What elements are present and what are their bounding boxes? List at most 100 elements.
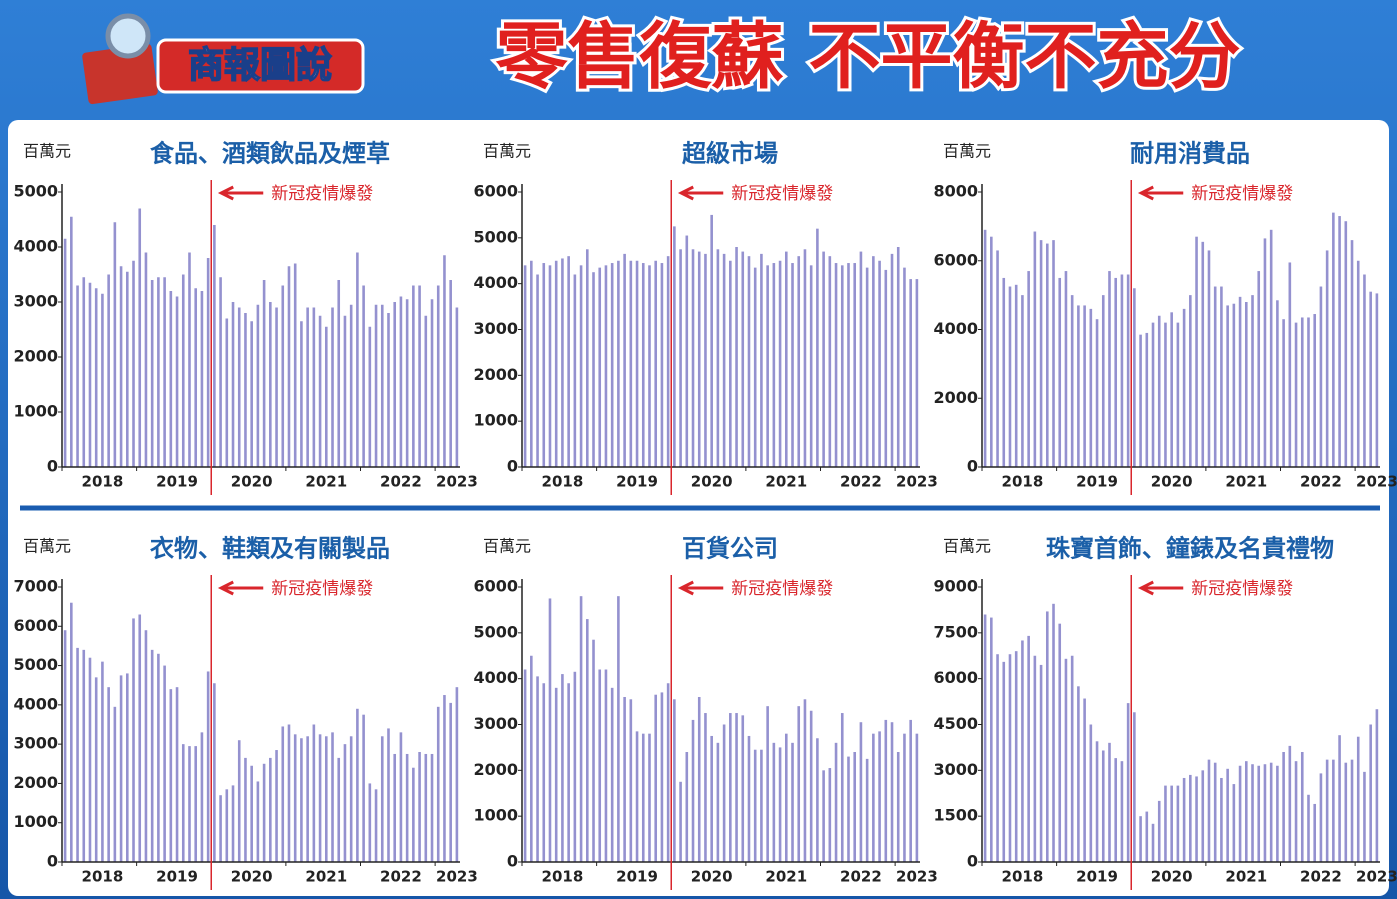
bar	[163, 665, 166, 862]
bar	[63, 238, 67, 467]
bar	[598, 669, 602, 862]
bar	[704, 713, 707, 862]
bar	[449, 280, 452, 467]
bar	[331, 732, 334, 862]
bar	[436, 285, 440, 467]
bar	[194, 746, 198, 862]
bar	[1002, 661, 1006, 862]
bar	[1294, 761, 1298, 862]
bar	[679, 249, 682, 467]
bar	[225, 789, 229, 862]
x-tick-label: 2023	[896, 868, 938, 886]
bar	[1319, 286, 1323, 467]
x-tick-label: 2018	[82, 473, 124, 491]
y-tick-label: 2000	[473, 365, 518, 384]
bar	[188, 252, 191, 467]
y-tick-label: 6000	[933, 250, 978, 269]
bar	[269, 757, 272, 862]
annotation: 新冠疫情爆發	[731, 184, 833, 204]
bar	[424, 753, 428, 862]
page-title: 零售復蘇 不平衡不充分	[495, 15, 1240, 99]
bar	[1045, 243, 1049, 467]
bar	[250, 765, 253, 862]
bar	[1176, 322, 1180, 467]
bar	[157, 277, 160, 467]
bar	[872, 733, 875, 862]
bar	[1269, 762, 1273, 862]
y-tick-label: 3000	[933, 760, 978, 779]
bar	[585, 619, 589, 862]
bar	[579, 265, 583, 467]
bar	[443, 255, 446, 467]
bar	[349, 304, 353, 467]
bar	[872, 256, 875, 467]
bar	[847, 756, 850, 862]
bar	[194, 288, 198, 467]
bar	[635, 731, 639, 862]
bar	[1064, 658, 1068, 862]
bar	[573, 671, 577, 862]
bar	[1338, 735, 1341, 862]
bar	[200, 291, 204, 467]
bar	[1164, 785, 1167, 862]
bar	[1101, 295, 1105, 467]
x-tick-label: 2020	[1151, 473, 1193, 491]
bar	[859, 251, 863, 467]
bar	[567, 683, 570, 862]
bar	[175, 296, 179, 467]
bar	[1008, 286, 1012, 467]
bar	[275, 750, 278, 862]
bar	[865, 267, 869, 467]
bar	[1157, 315, 1161, 467]
bar	[797, 256, 801, 467]
bar	[909, 719, 912, 862]
bar	[548, 598, 552, 862]
bar	[617, 596, 620, 862]
annotation: 新冠疫情爆發	[1191, 579, 1293, 599]
bar	[76, 285, 79, 467]
chart-title: 超級市場	[682, 139, 778, 168]
bar	[287, 266, 291, 467]
bar	[1145, 811, 1149, 862]
bar	[660, 263, 664, 467]
bar	[318, 315, 322, 467]
bar	[1282, 319, 1285, 467]
bar	[1101, 750, 1105, 862]
bar	[157, 653, 160, 862]
bar	[256, 304, 260, 467]
bar	[119, 675, 123, 862]
y-tick-label: 4000	[933, 319, 978, 338]
bar	[666, 683, 670, 862]
bar	[206, 258, 210, 467]
bar	[1039, 240, 1043, 467]
bar	[368, 783, 372, 862]
y-tick-label: 1000	[13, 402, 58, 421]
bar	[380, 304, 384, 467]
bar	[1257, 271, 1261, 467]
bar	[1375, 709, 1379, 862]
bar	[70, 602, 73, 862]
bar	[169, 689, 173, 862]
bar	[231, 785, 235, 862]
x-tick-label: 2023	[436, 473, 478, 491]
bar	[983, 229, 987, 467]
bar	[1344, 221, 1348, 467]
bar	[293, 263, 297, 467]
bar	[1170, 785, 1173, 862]
chart: 百萬元 衣物、鞋類及有關製品 0 1000 2000 3000 4000 5000 6000 70…	[13, 534, 478, 890]
bar	[219, 277, 222, 467]
bar	[772, 742, 776, 862]
bar	[840, 713, 844, 862]
bar	[82, 277, 86, 467]
bar	[561, 674, 564, 862]
bar	[393, 753, 397, 862]
bar	[1058, 277, 1062, 467]
bar	[623, 253, 626, 467]
bar	[1338, 216, 1341, 467]
bar	[244, 757, 247, 862]
bar	[306, 736, 309, 862]
bar	[1325, 759, 1329, 862]
x-tick-label: 2022	[380, 473, 422, 491]
bar	[1244, 761, 1248, 862]
